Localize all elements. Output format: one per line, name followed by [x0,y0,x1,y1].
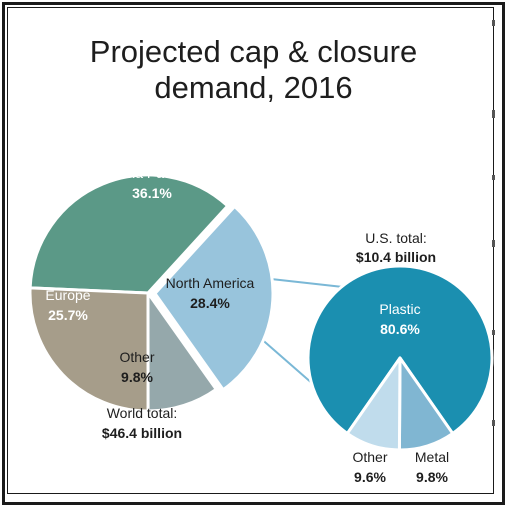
pie-slice-other [345,356,402,452]
pie-slice-north-america [153,204,275,392]
scan-mark [492,330,495,335]
label-other-us: Other [352,449,387,465]
world-total-value: $46.4 billion [102,425,182,441]
value-metal: 9.8% [416,469,448,485]
label-north-america: North America [166,275,255,291]
pie-slice-europe [28,286,150,413]
value-asia-pacific: 36.1% [132,185,172,201]
scan-mark [492,240,495,247]
value-europe: 25.7% [48,307,88,323]
scan-mark [492,420,495,426]
value-plastic: 80.6% [380,321,420,337]
label-metal: Metal [415,449,449,465]
label-europe: Europe [45,287,90,303]
world-total-label: World total: [107,405,178,421]
us-total-label: U.S. total: [365,230,426,246]
chart-title-line1: Projected cap & closure [89,34,418,69]
value-other-us: 9.6% [354,469,386,485]
scan-mark [492,175,495,180]
us-total-value: $10.4 billion [356,249,436,265]
label-other-world: Other [119,349,154,365]
scan-mark [492,20,495,26]
scan-mark [492,110,495,118]
value-other-world: 9.8% [121,369,153,385]
label-asia-pacific: Asia Pacific [116,165,188,181]
pie-slice-plastic [306,264,494,435]
label-plastic: Plastic [379,301,420,317]
chart-title-line2: demand, 2016 [154,70,353,105]
pie-slice-asia-pacific [28,173,230,295]
value-north-america: 28.4% [190,295,230,311]
